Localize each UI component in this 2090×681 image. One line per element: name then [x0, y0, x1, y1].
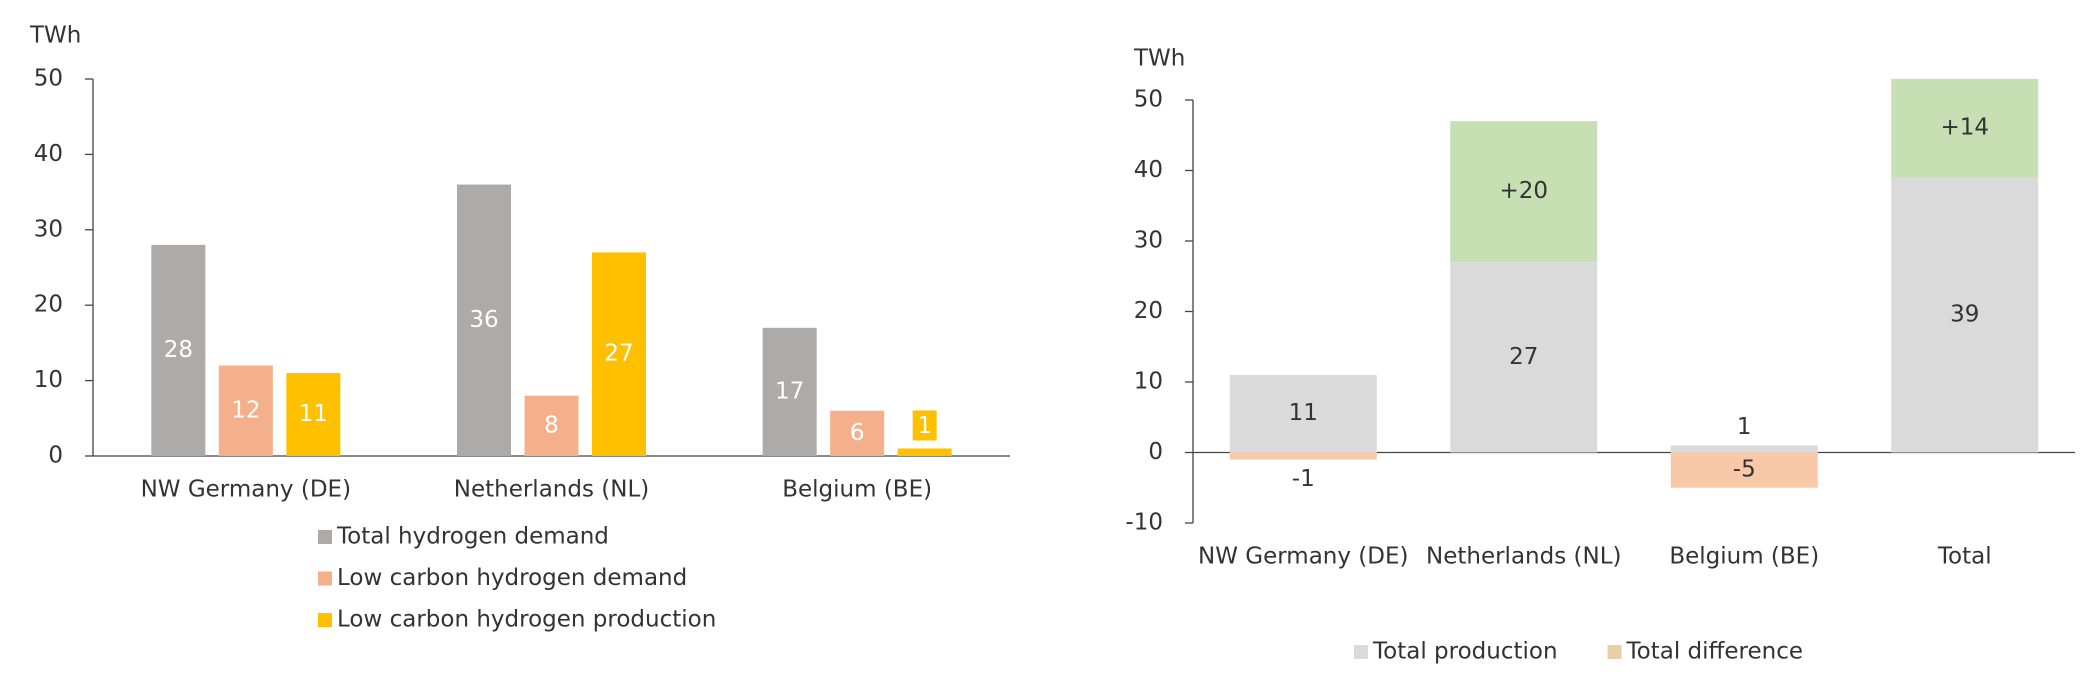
legend-label: Total production: [1372, 639, 1558, 665]
value-label: 27: [1509, 344, 1538, 370]
value-label: 11: [299, 401, 328, 427]
value-label: -5: [1733, 457, 1756, 483]
y-tick-label: 0: [1148, 439, 1163, 465]
x-tick-label: Netherlands (NL): [1426, 544, 1621, 570]
bar: [151, 244, 206, 456]
value-label: 36: [469, 307, 498, 333]
bar: [762, 327, 817, 456]
x-tick-label: Belgium (BE): [1669, 544, 1819, 570]
x-tick-label: NW Germany (DE): [1198, 544, 1408, 570]
legend-swatch: [318, 613, 332, 627]
bar: [897, 448, 952, 456]
value-label: 6: [850, 420, 865, 446]
y-tick-label: 20: [34, 292, 63, 318]
value-label: 11: [1289, 400, 1318, 426]
value-label: 1: [917, 413, 932, 439]
legend-swatch: [318, 530, 332, 544]
y-tick-label: 0: [48, 443, 63, 469]
bar-segment: [1670, 445, 1818, 453]
y-axis-unit: TWh: [29, 23, 81, 49]
y-tick-label: 10: [34, 367, 63, 393]
x-tick-label: NW Germany (DE): [141, 477, 351, 503]
legend-label: Total difference: [1626, 639, 1804, 665]
bar-segment: [1450, 121, 1598, 263]
bar: [457, 184, 511, 456]
bar: [830, 410, 885, 456]
y-tick-label: 10: [1134, 369, 1163, 395]
value-label: -1: [1292, 466, 1315, 492]
value-label: +20: [1499, 178, 1548, 204]
y-tick-label: 30: [34, 216, 63, 242]
y-tick-label: 30: [1134, 228, 1163, 254]
value-label: 28: [164, 337, 193, 363]
x-tick-label: Belgium (BE): [782, 477, 932, 503]
y-tick-label: 40: [34, 141, 63, 167]
legend-swatch: [318, 571, 332, 586]
value-label: 27: [604, 341, 633, 367]
x-tick-label: Netherlands (NL): [454, 477, 649, 503]
y-tick-label: 50: [34, 66, 63, 92]
label-background: [912, 410, 937, 441]
bar-segment: [1891, 177, 2039, 453]
value-label: 8: [544, 412, 559, 438]
y-axis-unit: TWh: [1133, 46, 1185, 72]
legend-swatch: [1354, 645, 1368, 659]
bar-segment: [1229, 452, 1377, 460]
y-tick-label: 40: [1134, 157, 1163, 183]
value-label: 12: [231, 397, 260, 423]
bar: [524, 395, 579, 456]
bar: [592, 252, 646, 456]
legend-label: Total hydrogen demand: [336, 524, 609, 550]
x-tick-label: Total: [1937, 544, 1992, 570]
y-tick-label: 20: [1134, 298, 1163, 324]
y-tick-label: -10: [1125, 510, 1163, 536]
bar-segment: [1891, 78, 2039, 178]
value-label: 17: [775, 378, 804, 404]
value-label: +14: [1940, 115, 1989, 141]
legend-label: Low carbon hydrogen demand: [337, 565, 687, 591]
bar-segment: [1229, 374, 1377, 453]
y-tick-label: 50: [1134, 87, 1163, 113]
bar-segment: [1450, 262, 1598, 453]
bar-segment: [1670, 452, 1818, 488]
bar: [286, 373, 341, 456]
bar: [218, 365, 273, 456]
value-label: 39: [1950, 302, 1979, 328]
legend-label: Low carbon hydrogen production: [337, 607, 716, 633]
legend-swatch: [1607, 645, 1622, 659]
value-label: 1: [1737, 414, 1752, 440]
